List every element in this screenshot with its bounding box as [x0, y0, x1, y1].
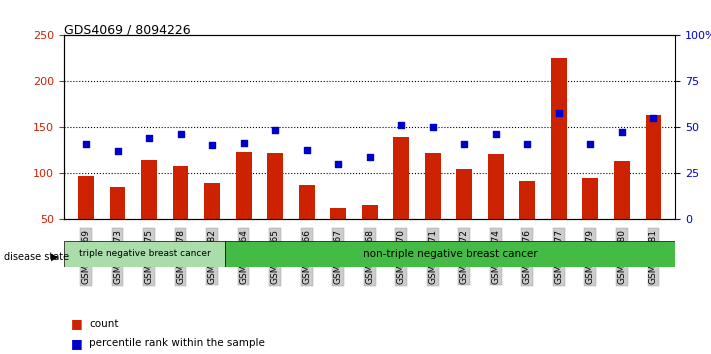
Point — [490, 131, 501, 137]
Bar — [488, 154, 503, 219]
Bar — [225, 241, 675, 267]
Bar — [393, 137, 409, 219]
Point — [553, 110, 565, 115]
Text: ▶: ▶ — [51, 252, 59, 262]
Bar — [173, 166, 188, 219]
Bar — [299, 185, 314, 219]
Point — [269, 127, 281, 133]
Point — [459, 141, 470, 147]
Point — [522, 141, 533, 147]
Bar — [267, 153, 283, 219]
Text: ■: ■ — [71, 337, 83, 350]
Point — [301, 147, 312, 152]
Point — [333, 161, 344, 167]
Bar — [425, 153, 441, 219]
Point — [648, 115, 659, 121]
Point — [238, 140, 250, 146]
Text: percentile rank within the sample: percentile rank within the sample — [89, 338, 264, 348]
Bar — [109, 187, 125, 219]
Bar — [64, 241, 225, 267]
Text: GDS4069 / 8094226: GDS4069 / 8094226 — [64, 23, 191, 36]
Text: count: count — [89, 319, 118, 329]
Text: non-triple negative breast cancer: non-triple negative breast cancer — [363, 249, 538, 259]
Point — [364, 154, 375, 160]
Bar — [204, 183, 220, 219]
Point — [206, 142, 218, 148]
Bar — [78, 176, 94, 219]
Text: triple negative breast cancer: triple negative breast cancer — [79, 250, 210, 258]
Point — [175, 131, 186, 137]
Point — [80, 141, 92, 147]
Bar — [456, 169, 472, 219]
Text: disease state: disease state — [4, 252, 69, 262]
Bar — [646, 115, 661, 219]
Point — [616, 129, 628, 135]
Bar — [236, 152, 252, 219]
Bar — [331, 209, 346, 219]
Point — [427, 125, 439, 130]
Point — [144, 135, 155, 141]
Point — [584, 141, 596, 147]
Bar — [582, 178, 598, 219]
Bar — [520, 181, 535, 219]
Point — [395, 122, 407, 127]
Bar — [362, 205, 378, 219]
Text: ■: ■ — [71, 318, 83, 330]
Bar — [141, 160, 157, 219]
Point — [112, 149, 123, 154]
Bar — [614, 161, 630, 219]
Bar — [551, 58, 567, 219]
